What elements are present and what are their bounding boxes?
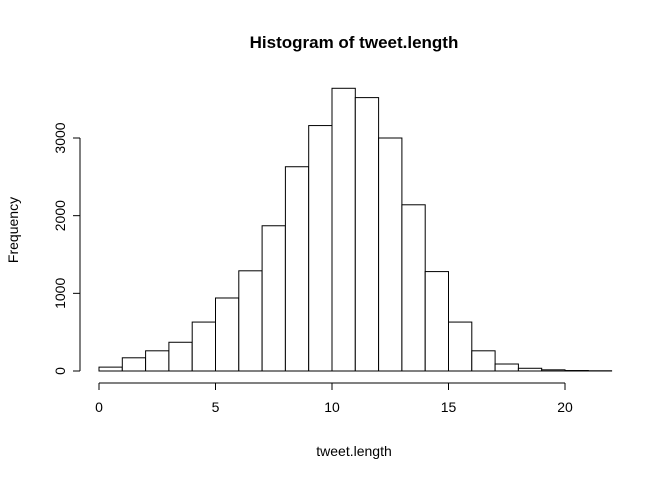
x-tick-label: 20 bbox=[557, 399, 573, 415]
x-tick-label: 0 bbox=[95, 399, 103, 415]
histogram-bar bbox=[424, 271, 450, 372]
x-tick-label: 5 bbox=[212, 399, 220, 415]
y-axis-label: Frequency bbox=[5, 197, 21, 263]
histogram-bar bbox=[448, 321, 473, 372]
histogram-bar bbox=[98, 366, 123, 372]
histogram-bar bbox=[215, 297, 240, 372]
histogram-bar bbox=[401, 204, 426, 372]
y-tick-label: 2000 bbox=[52, 200, 68, 231]
y-tick-label: 0 bbox=[52, 367, 68, 375]
histogram-bar bbox=[145, 350, 170, 372]
histogram-bar bbox=[471, 350, 496, 372]
histogram-bar bbox=[378, 137, 403, 372]
y-axis: 0 1000 2000 3000 bbox=[52, 122, 81, 375]
histogram-bar bbox=[261, 225, 286, 372]
bars-group bbox=[98, 87, 613, 372]
histogram-bar bbox=[331, 87, 356, 372]
y-tick-label: 3000 bbox=[52, 122, 68, 153]
histogram-bar bbox=[238, 270, 263, 372]
histogram-bar bbox=[517, 367, 543, 372]
histogram-bar bbox=[121, 357, 147, 372]
histogram-bar bbox=[494, 363, 519, 372]
x-axis-label: tweet.length bbox=[316, 443, 392, 459]
x-axis: 0 5 10 15 20 bbox=[95, 382, 573, 415]
chart-title: Histogram of tweet.length bbox=[250, 33, 459, 52]
x-tick-label: 10 bbox=[324, 399, 340, 415]
histogram-bar bbox=[191, 321, 216, 372]
histogram-bar bbox=[308, 125, 333, 372]
histogram-bar bbox=[354, 97, 380, 372]
x-tick-label: 15 bbox=[441, 399, 457, 415]
histogram-bar bbox=[168, 341, 193, 372]
histogram-bar bbox=[541, 369, 566, 372]
histogram-bar bbox=[284, 166, 310, 372]
y-tick-label: 1000 bbox=[52, 278, 68, 309]
